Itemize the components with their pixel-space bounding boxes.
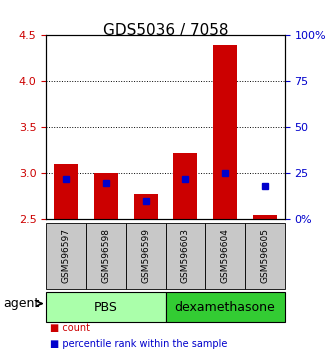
Text: GDS5036 / 7058: GDS5036 / 7058 (103, 23, 228, 38)
Bar (94, 173, 118, 219)
Text: ■ percentile rank within the sample: ■ percentile rank within the sample (50, 339, 227, 349)
Text: GSM596597: GSM596597 (62, 228, 71, 283)
Bar (213, 45, 237, 219)
Text: ■ count: ■ count (50, 323, 90, 333)
Text: GSM596605: GSM596605 (260, 228, 269, 283)
Bar (173, 153, 197, 219)
Text: PBS: PBS (94, 301, 118, 314)
Bar (253, 215, 277, 219)
Bar (54, 164, 78, 219)
Text: dexamethasone: dexamethasone (175, 301, 275, 314)
Text: GSM596604: GSM596604 (220, 228, 230, 283)
Bar (134, 194, 158, 219)
Text: GSM596599: GSM596599 (141, 228, 150, 283)
Text: GSM596598: GSM596598 (101, 228, 111, 283)
Text: GSM596603: GSM596603 (181, 228, 190, 283)
Text: agent: agent (3, 297, 40, 310)
